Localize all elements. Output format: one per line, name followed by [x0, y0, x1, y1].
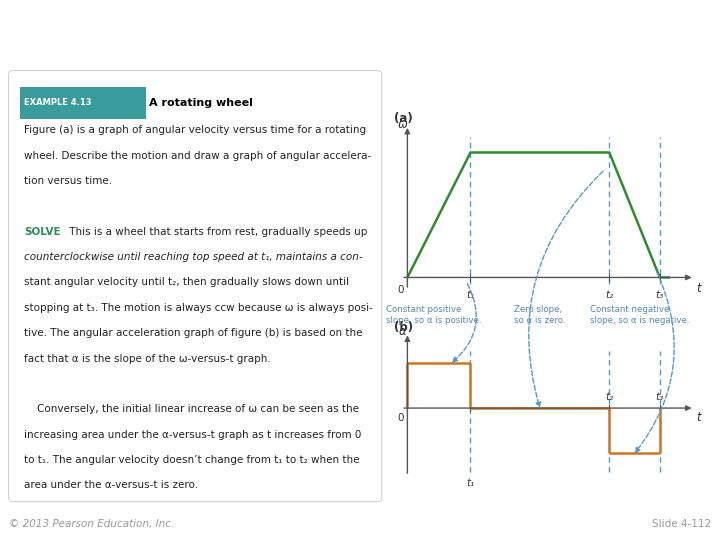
Text: 0: 0	[398, 413, 405, 423]
Text: t₃: t₃	[656, 392, 664, 402]
Text: tive. The angular acceleration graph of figure (b) is based on the: tive. The angular acceleration graph of …	[24, 328, 363, 338]
Text: © 2013 Pearson Education, Inc.: © 2013 Pearson Education, Inc.	[9, 518, 174, 529]
Text: Conversely, the initial linear increase of ω can be seen as the: Conversely, the initial linear increase …	[37, 404, 359, 414]
Text: t₁: t₁	[467, 477, 474, 488]
Text: ω: ω	[398, 118, 408, 131]
Text: wheel. Describe the motion and draw a graph of angular accelera-: wheel. Describe the motion and draw a gr…	[24, 151, 372, 160]
Text: t₃: t₃	[656, 290, 664, 300]
Text: stopping at t₃. The motion is always ccw because ω is always posi-: stopping at t₃. The motion is always ccw…	[24, 303, 373, 313]
Text: α: α	[399, 325, 407, 338]
Text: increasing area under the α-versus-t graph as t increases from 0: increasing area under the α-versus-t gra…	[24, 430, 361, 440]
FancyBboxPatch shape	[9, 71, 382, 502]
Text: Zero slope,
so α is zero.: Zero slope, so α is zero.	[514, 305, 566, 325]
Text: to t₁. The angular velocity doesn’t change from t₁ to t₂ when the: to t₁. The angular velocity doesn’t chan…	[24, 455, 359, 465]
Text: stant angular velocity until t₂, then gradually slows down until: stant angular velocity until t₂, then gr…	[24, 278, 349, 287]
Text: Figure (a) is a graph of angular velocity versus time for a rotating: Figure (a) is a graph of angular velocit…	[24, 125, 366, 135]
Text: A rotating wheel: A rotating wheel	[149, 98, 253, 108]
Text: EXAMPLE 4.13: EXAMPLE 4.13	[24, 98, 91, 107]
Text: Slide 4-112: Slide 4-112	[652, 518, 711, 529]
Text: Constant negative
slope, so α is negative.: Constant negative slope, so α is negativ…	[590, 305, 689, 325]
Text: (a): (a)	[394, 112, 413, 125]
Text: t: t	[696, 282, 701, 295]
FancyBboxPatch shape	[20, 87, 145, 119]
Text: 0: 0	[398, 285, 405, 295]
Text: tion versus time.: tion versus time.	[24, 176, 112, 186]
Text: t: t	[696, 411, 701, 424]
Text: counterclockwise until reaching top speed at t₁, maintains a con-: counterclockwise until reaching top spee…	[24, 252, 363, 262]
Text: t₁: t₁	[467, 290, 474, 300]
Text: area under the α-versus-t is zero.: area under the α-versus-t is zero.	[24, 481, 198, 490]
Text: Constant positive
slope, so α is positive.: Constant positive slope, so α is positiv…	[386, 305, 482, 325]
Text: This is a wheel that starts from rest, gradually speeds up: This is a wheel that starts from rest, g…	[66, 227, 368, 237]
Text: t₂: t₂	[606, 392, 613, 402]
Text: Example 4. 13 A Rotating Wheel: Example 4. 13 A Rotating Wheel	[9, 19, 437, 43]
Text: fact that α is the slope of the ω-versus-t graph.: fact that α is the slope of the ω-versus…	[24, 354, 271, 363]
Text: (b): (b)	[394, 321, 413, 334]
Text: t₂: t₂	[606, 290, 613, 300]
Text: SOLVE: SOLVE	[24, 227, 60, 237]
